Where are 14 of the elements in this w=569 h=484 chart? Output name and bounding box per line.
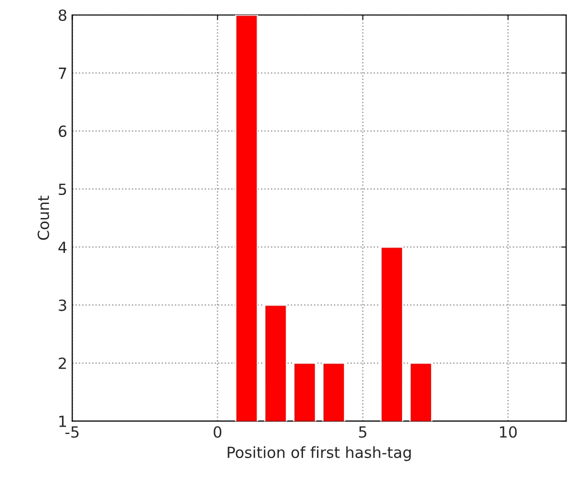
x-tick-label: 10 — [500, 426, 517, 438]
y-axis-title: Count — [38, 196, 50, 240]
x-tick-label: 0 — [214, 426, 222, 438]
y-tick-label: 6 — [58, 125, 66, 138]
y-tick-label: 8 — [58, 9, 66, 22]
y-tick-label: 4 — [58, 242, 67, 253]
y-tick-label: 1 — [59, 416, 66, 427]
y-tick-label: 3 — [58, 300, 66, 312]
x-axis-title: Position of first hash-tag — [228, 446, 411, 462]
y-tick-label: 5 — [58, 184, 66, 196]
y-tick-label: 7 — [58, 68, 66, 79]
y-tick-label: 2 — [58, 358, 66, 369]
x-tick-label: 5 — [359, 426, 366, 438]
x-tick-label: -5 — [65, 426, 79, 438]
